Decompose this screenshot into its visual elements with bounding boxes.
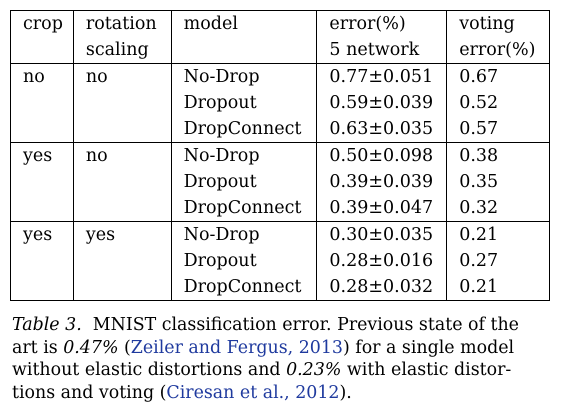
cell-crop (10, 169, 74, 195)
table-row: no no No-Drop 0.77±0.051 0.67 (10, 63, 550, 90)
caption-text-3b: with elastic distor- (341, 360, 512, 380)
caption-text-3a: without elastic distortions and (12, 360, 287, 380)
header-scaling-label: scaling (85, 40, 149, 60)
header-error: error(%) 5 network (316, 10, 448, 64)
header-voting-error-label: error(%) (459, 40, 536, 60)
cell-rotation (72, 169, 172, 195)
cell-model: Dropout (170, 248, 318, 274)
table-row: Dropout 0.39±0.039 0.35 (10, 169, 550, 195)
cell-crop: no (10, 63, 74, 90)
cell-error: 0.50±0.098 (316, 142, 448, 169)
cell-error: 0.28±0.016 (316, 248, 448, 274)
cell-model: Dropout (170, 90, 318, 116)
caption-label: Table 3. (12, 315, 82, 335)
table-row: DropConnect 0.28±0.032 0.21 (10, 274, 550, 301)
caption-text-2a: art is (12, 337, 64, 358)
cell-error: 0.30±0.035 (316, 221, 448, 248)
cell-crop (10, 248, 74, 274)
cell-voting: 0.32 (446, 195, 550, 222)
cell-crop: yes (10, 142, 74, 169)
table-row: yes yes No-Drop 0.30±0.035 0.21 (10, 221, 550, 248)
cell-model: No-Drop (170, 221, 318, 248)
caption-text-4a: tions and voting ( (12, 382, 167, 403)
header-model: model (170, 10, 318, 64)
table-caption: Table 3. MNIST classification error. Pre… (12, 314, 552, 404)
table-row: Dropout 0.28±0.016 0.27 (10, 248, 550, 274)
cell-voting: 0.35 (446, 169, 550, 195)
results-table: crop rotation scaling model error(%) 5 n… (10, 10, 550, 301)
table-header: crop rotation scaling model error(%) 5 n… (10, 10, 550, 64)
citation-link-zeiler-fergus[interactable]: Zeiler and Fergus, 2013 (130, 337, 343, 358)
caption-text-1: MNIST classification error. Previous sta… (92, 315, 519, 335)
cell-rotation (72, 248, 172, 274)
caption-text-4b: ). (339, 382, 352, 403)
cell-error: 0.63±0.035 (316, 116, 448, 143)
cell-voting: 0.38 (446, 142, 550, 169)
header-rotation-scaling: rotation scaling (72, 10, 172, 64)
header-network-label: 5 network (329, 40, 420, 60)
header-model-label: model (183, 14, 238, 34)
header-crop: crop (10, 10, 74, 64)
table-row: DropConnect 0.63±0.035 0.57 (10, 116, 550, 143)
cell-error: 0.39±0.047 (316, 195, 448, 222)
cell-model: No-Drop (170, 63, 318, 90)
cell-voting: 0.57 (446, 116, 550, 143)
table-row: DropConnect 0.39±0.047 0.32 (10, 195, 550, 222)
cell-voting: 0.21 (446, 274, 550, 301)
cell-crop (10, 195, 74, 222)
cell-error: 0.59±0.039 (316, 90, 448, 116)
cell-model: DropConnect (170, 195, 318, 222)
header-rotation-label: rotation (85, 14, 157, 34)
caption-value-023: 0.23% (286, 360, 342, 380)
cell-crop (10, 90, 74, 116)
caption-line-2: art is 0.47% (Zeiler and Fergus, 2013) f… (12, 337, 552, 360)
cell-model: No-Drop (170, 142, 318, 169)
cell-error: 0.77±0.051 (316, 63, 448, 90)
header-row: crop rotation scaling model error(%) 5 n… (10, 10, 550, 64)
cell-crop (10, 274, 74, 301)
cell-crop (10, 116, 74, 143)
cell-error: 0.39±0.039 (316, 169, 448, 195)
caption-line-3: without elastic distortions and 0.23% wi… (12, 359, 552, 382)
cell-crop: yes (10, 221, 74, 248)
cell-voting: 0.67 (446, 63, 550, 90)
cell-model: DropConnect (170, 116, 318, 143)
caption-text-2c: ) for a single model (342, 337, 515, 358)
table-body: no no No-Drop 0.77±0.051 0.67 Dropout 0.59±0.0… (10, 63, 550, 301)
cell-voting: 0.21 (446, 221, 550, 248)
table-row: Dropout 0.59±0.039 0.52 (10, 90, 550, 116)
caption-line-4: tions and voting (Ciresan et al., 2012). (12, 382, 552, 405)
header-voting: voting error(%) (446, 10, 550, 64)
cell-model: Dropout (170, 169, 318, 195)
cell-model: DropConnect (170, 274, 318, 301)
cell-rotation: no (72, 63, 172, 90)
cell-rotation (72, 90, 172, 116)
cell-rotation (72, 116, 172, 143)
header-error-label: error(%) (329, 14, 406, 34)
cell-rotation (72, 195, 172, 222)
caption-line-1: Table 3. MNIST classification error. Pre… (12, 314, 552, 337)
cell-rotation: no (72, 142, 172, 169)
cell-rotation: yes (72, 221, 172, 248)
cell-voting: 0.27 (446, 248, 550, 274)
citation-link-ciresan[interactable]: Ciresan et al., 2012 (166, 382, 340, 403)
cell-voting: 0.52 (446, 90, 550, 116)
header-voting-label: voting (459, 14, 515, 34)
cell-rotation (72, 274, 172, 301)
header-crop-label: crop (23, 14, 63, 34)
caption-text-2b: ( (118, 337, 131, 358)
caption-value-047: 0.47% (63, 337, 119, 358)
cell-error: 0.28±0.032 (316, 274, 448, 301)
table-row: yes no No-Drop 0.50±0.098 0.38 (10, 142, 550, 169)
